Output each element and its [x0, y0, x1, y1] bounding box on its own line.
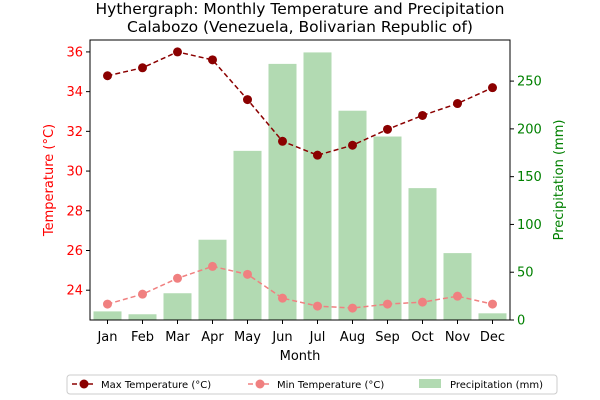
right-tick-label-100: 100	[517, 218, 542, 233]
legend-precip-label: Precipitation (mm)	[450, 380, 543, 391]
min-temp-point-feb	[138, 289, 147, 299]
max-temp-line	[107, 51, 493, 156]
max-temp-point-oct	[418, 110, 427, 120]
min-temp-point-mar	[173, 273, 182, 283]
x-tick-label-jun: Jun	[271, 330, 292, 345]
max-temp-point-aug	[348, 140, 357, 150]
min-temp-point-aug	[348, 303, 357, 313]
min-temp-point-jan	[103, 299, 112, 309]
left-tick-label-28: 28	[66, 204, 83, 219]
left-tick-label-32: 32	[66, 125, 83, 140]
right-tick-label-50: 50	[517, 266, 534, 281]
x-tick-label-dec: Dec	[480, 330, 505, 345]
x-axis-label: Month	[280, 349, 321, 364]
max-temp-point-dec	[488, 83, 497, 93]
legend-max-label: Max Temperature (°C)	[101, 380, 211, 391]
x-tick-label-mar: Mar	[165, 330, 190, 345]
right-axis-precipitation: 0 50 100 150 200 250	[510, 75, 542, 329]
chart-title-line1: Hythergraph: Monthly Temperature and Pre…	[96, 0, 505, 18]
chart-title-line2: Calabozo (Venezuela, Bolivarian Republic…	[127, 18, 473, 36]
left-tick-label-34: 34	[66, 85, 83, 100]
min-temp-point-jun	[278, 293, 287, 303]
x-tick-label-sep: Sep	[375, 330, 400, 345]
min-temp-point-dec	[488, 299, 497, 309]
min-temp-line	[107, 265, 493, 309]
left-tick-label-24: 24	[66, 284, 83, 299]
x-tick-label-feb: Feb	[131, 330, 154, 345]
max-temp-point-mar	[173, 47, 182, 57]
x-axis-months: Jan Feb Mar Apr May Jun Jul Aug Sep Oct Nov Dec	[96, 320, 505, 345]
max-temp-point-nov	[453, 99, 462, 109]
precip-bar-jun	[268, 63, 297, 321]
temperature-lines	[103, 47, 497, 313]
legend: Max Temperature (°C) Min Temperature (°C…	[66, 374, 558, 395]
left-tick-label-30: 30	[66, 165, 83, 180]
precip-bar-sep	[373, 136, 402, 320]
max-temp-point-jul	[313, 150, 322, 160]
min-temp-point-sep	[383, 299, 392, 309]
precip-bar-feb	[128, 314, 157, 320]
max-temp-point-feb	[138, 63, 147, 73]
precip-bar-dec	[478, 313, 507, 320]
x-tick-label-nov: Nov	[445, 330, 471, 345]
plot-frame	[89, 39, 511, 321]
right-tick-label-0: 0	[517, 314, 525, 329]
x-tick-label-apr: Apr	[201, 330, 224, 345]
legend-min-label: Min Temperature (°C)	[277, 380, 384, 391]
x-tick-label-jan: Jan	[96, 330, 117, 345]
legend-min-marker	[255, 379, 265, 389]
y-axis-left-label: Temperature (°C)	[42, 124, 57, 237]
precip-bar-apr	[198, 239, 227, 320]
min-temp-point-apr	[208, 261, 217, 271]
precip-bar-jan	[93, 311, 122, 320]
precip-bar-mar	[163, 293, 192, 320]
min-temp-point-jul	[313, 301, 322, 311]
max-temp-point-jun	[278, 136, 287, 146]
y-axis-right-label: Precipitation (mm)	[552, 120, 567, 241]
min-temp-point-nov	[453, 291, 462, 301]
precip-bar-may	[233, 150, 262, 320]
precip-bar-nov	[443, 253, 472, 320]
precipitation-bars	[93, 52, 507, 321]
precip-bar-jul	[303, 52, 332, 320]
left-tick-label-36: 36	[66, 45, 83, 60]
x-tick-label-jul: Jul	[309, 330, 326, 345]
right-tick-label-200: 200	[517, 122, 542, 137]
legend-precip-swatch	[419, 379, 441, 388]
max-temp-point-jan	[103, 71, 112, 81]
min-temp-point-oct	[418, 297, 427, 307]
x-tick-label-oct: Oct	[411, 330, 433, 345]
max-temp-point-may	[243, 95, 252, 105]
right-tick-label-250: 250	[517, 75, 542, 90]
right-tick-label-150: 150	[517, 170, 542, 185]
x-tick-label-may: May	[234, 330, 261, 345]
max-temp-point-apr	[208, 55, 217, 65]
left-axis-temperature: 24 26 28 30 32 34 36	[66, 45, 90, 299]
max-temp-point-sep	[383, 124, 392, 134]
legend-max-marker	[79, 379, 89, 389]
x-tick-label-aug: Aug	[340, 330, 365, 345]
left-tick-label-26: 26	[66, 244, 83, 259]
min-temp-point-may	[243, 269, 252, 279]
